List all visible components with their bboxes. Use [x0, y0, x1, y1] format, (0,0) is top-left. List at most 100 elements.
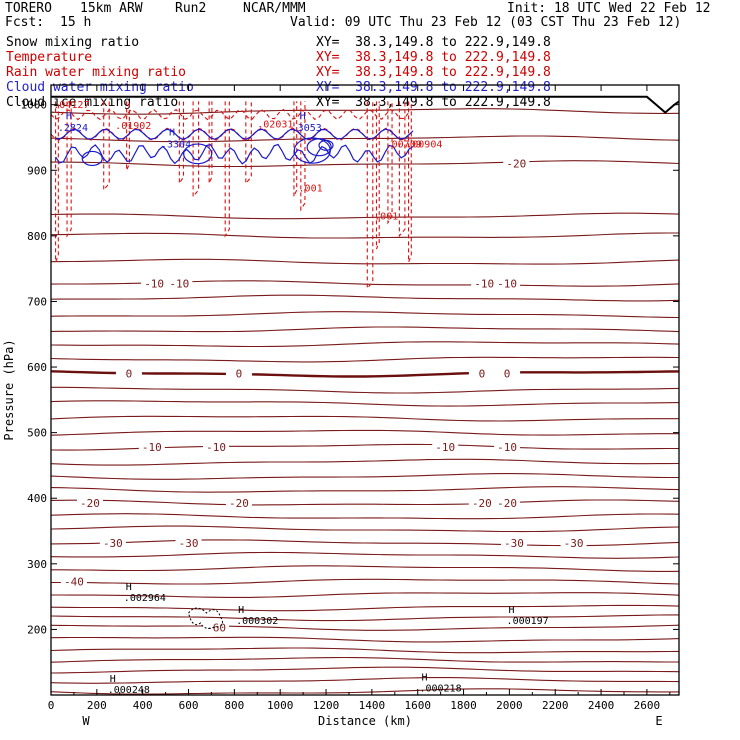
isotherm-label-bg [503, 157, 530, 170]
y-tick-label: 600 [27, 361, 47, 374]
isotherm-line [50, 647, 680, 654]
isotherm-line [50, 604, 680, 612]
isotherm-label-bg [115, 367, 142, 380]
cloud-ice-contour [187, 607, 223, 629]
cloud-water-contour [183, 143, 213, 165]
rain-label: .01902 [115, 121, 151, 132]
resolution: 15km ARW [80, 1, 143, 16]
maximum-label: .000302 [236, 616, 278, 627]
x-tick-label: 800 [224, 699, 244, 712]
isotherm-line [50, 636, 680, 643]
cloud-label: .3304 [161, 139, 191, 150]
rain-label: .00709 [386, 139, 422, 150]
maximum-label: .002964 [124, 593, 166, 604]
x-axis-label: Distance (km) [318, 714, 412, 728]
cloud-max-marker: H [300, 111, 306, 122]
terrain-line [51, 95, 680, 114]
isotherm-label-bg [225, 367, 252, 380]
isotherm-label: -20 [506, 158, 526, 171]
rain-label: .001 [374, 211, 398, 222]
ice-contour-layer [187, 607, 223, 629]
isotherm-line [51, 578, 680, 585]
isotherm-line [50, 370, 680, 378]
isotherm-label: 0 [479, 368, 486, 381]
isotherm-line [50, 400, 680, 407]
y-tick-label: 200 [27, 623, 47, 636]
isotherm-label: -60 [206, 621, 226, 634]
isotherm-label: -10 [144, 278, 164, 291]
isotherm-line [50, 458, 680, 466]
isotherm-line [50, 135, 680, 143]
isotherm-line [51, 160, 680, 168]
isotherm-label-bg [76, 496, 103, 509]
isotherm-line [50, 677, 680, 684]
legend-cloud-water-xy: XY= 38.3,149.8 to 222.9,149.8 [316, 80, 551, 95]
isotherm-label-bg [432, 441, 459, 454]
y-tick-label: 1000 [21, 99, 48, 112]
rain-contour [66, 101, 72, 238]
rain-label: .00904 [406, 139, 442, 150]
isotherm-label-bg [500, 536, 527, 549]
x-tick-label: 1400 [359, 699, 386, 712]
cloud-water-contour [81, 150, 103, 167]
isotherm-label-bg [494, 496, 521, 509]
isotherm-label-bg [494, 441, 521, 454]
isotherm-line [50, 525, 680, 533]
isotherm-layer: -60-40-30 -30 -30 -30-20 -20 -20 -20-10 -10 -10-… [50, 108, 680, 695]
isotherm-label-bg [225, 496, 252, 509]
isotherm-line [50, 551, 680, 559]
legend-snow-xy: XY= 38.3,149.8 to 222.9,149.8 [316, 35, 551, 50]
cloud-label: .3053 [292, 123, 322, 134]
east-label: E [655, 714, 662, 728]
isotherm-line [50, 513, 680, 520]
maximum-label: .000197 [507, 616, 549, 627]
x-tick-label: 600 [179, 699, 199, 712]
isotherm-label: -30 [504, 537, 524, 550]
isotherm-label: 0 [236, 368, 243, 381]
isotherm-label-bg [468, 496, 495, 509]
isotherm-label-bg [560, 536, 587, 549]
isotherm-label: -10 [169, 278, 189, 291]
legend-cloud-water-name: Cloud water mixing ratio [6, 80, 194, 95]
isotherm-label-bg [166, 277, 193, 290]
rain-contour [55, 101, 59, 263]
x-tick-label: 1200 [313, 699, 340, 712]
rain-contour [126, 101, 130, 171]
isotherm-label-bg [175, 536, 202, 549]
cloud-label: .2824 [58, 123, 88, 134]
isotherm-line [50, 688, 679, 695]
x-tick-label: 2200 [542, 699, 569, 712]
annotation-layer: H.002964H.000302H.000197H.000218H.000248… [53, 100, 548, 696]
x-tick-label: 400 [133, 699, 153, 712]
isotherm-label-bg [471, 277, 498, 290]
x-tick-label: 2000 [496, 699, 523, 712]
maximum-marker: H [509, 605, 515, 616]
rain-label: .001 [299, 183, 323, 194]
legend-rain-xy: XY= 38.3,149.8 to 222.9,149.8 [316, 65, 551, 80]
rain-label: .02031 [257, 120, 293, 131]
cloud-water-contour [306, 138, 332, 157]
forecast-label: Fcst: [5, 15, 45, 30]
isotherm-label-bg [99, 536, 126, 549]
legend-rain-name: Rain water mixing ratio [6, 65, 187, 80]
cloud-max-marker: H [66, 111, 72, 122]
x-tick-label: 1000 [267, 699, 294, 712]
maximum-marker: H [126, 582, 132, 593]
isotherm-label: -10 [497, 278, 517, 291]
isotherm-line [50, 258, 680, 265]
isotherm-line [50, 341, 680, 348]
cloud-water-contour [55, 128, 414, 140]
isotherm-line [50, 356, 680, 363]
isotherm-label: -20 [80, 497, 100, 510]
forecast-value: 15 h [60, 15, 92, 30]
x-tick-label: 2600 [634, 699, 661, 712]
isotherm-label-bg [468, 367, 495, 380]
isotherm-line [50, 666, 680, 674]
maximum-label: .000248 [108, 685, 150, 696]
isotherm-label-bg [203, 621, 230, 634]
plot-frame [50, 84, 680, 696]
isotherm-label: -30 [103, 537, 123, 550]
isotherm-label: 0 [504, 368, 511, 381]
rain-contour [398, 101, 406, 238]
